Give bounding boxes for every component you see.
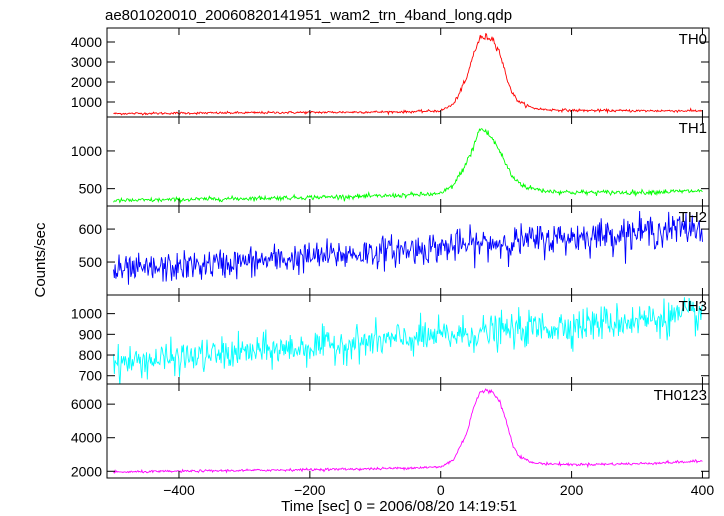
- x-tick-label: −400: [163, 482, 195, 498]
- panel-label: TH2: [679, 209, 707, 226]
- y-tick-label: 600: [79, 221, 103, 237]
- x-tick-label: −200: [294, 482, 326, 498]
- x-tick-label: 0: [437, 482, 445, 498]
- y-tick-label: 700: [79, 368, 103, 384]
- y-tick-label: 2000: [71, 463, 102, 479]
- panel-frame: [106, 27, 710, 118]
- y-tick-label: 6000: [71, 396, 102, 412]
- x-tick-label: 200: [560, 482, 584, 498]
- y-tick-label: 500: [79, 254, 103, 270]
- panel-frame: [106, 383, 710, 479]
- y-tick-label: 1000: [71, 94, 102, 110]
- series-line-th0: [113, 33, 703, 116]
- panel-group: TH01000200030004000TH15001000TH2500600TH…: [71, 27, 715, 498]
- panel-label: TH3: [679, 298, 707, 315]
- y-tick-label: 2000: [71, 74, 102, 90]
- y-tick-label: 800: [79, 347, 103, 363]
- x-tick-label: 400: [691, 482, 715, 498]
- panel-frame: [106, 116, 710, 207]
- panel-th0123: TH0123 2000 4000 6000: [71, 383, 710, 479]
- panel-label: TH0: [679, 31, 707, 48]
- panel-frame: [106, 294, 710, 385]
- panel-label: TH1: [679, 120, 707, 137]
- series-line-th0123: [113, 388, 703, 474]
- chart-title: ae801020010_20060820141951_wam2_trn_4ban…: [105, 7, 512, 24]
- panel-th2: TH2 500 600: [79, 205, 710, 296]
- y-axis-label: Counts/sec: [32, 222, 49, 298]
- y-tick-label: 4000: [71, 430, 102, 446]
- series-line-th1: [113, 128, 703, 205]
- panel-th1: TH1 500 1000: [71, 116, 710, 207]
- panel-th3: TH3 700 800 900 1000: [71, 294, 710, 385]
- y-tick-label: 900: [79, 326, 103, 342]
- x-axis-label: Time [sec] 0 = 2006/08/20 14:19:51: [281, 498, 517, 515]
- panel-th0: TH0 1000 2000 3000 4000: [71, 27, 710, 118]
- y-tick-label: 1000: [71, 306, 102, 322]
- panel-label: TH0123: [654, 387, 707, 404]
- series-line-th2: [113, 210, 703, 285]
- y-tick-label: 4000: [71, 34, 102, 50]
- y-tick-label: 1000: [71, 143, 102, 159]
- y-tick-label: 3000: [71, 54, 102, 70]
- series-line-th3: [113, 297, 703, 384]
- y-tick-label: 500: [79, 181, 103, 197]
